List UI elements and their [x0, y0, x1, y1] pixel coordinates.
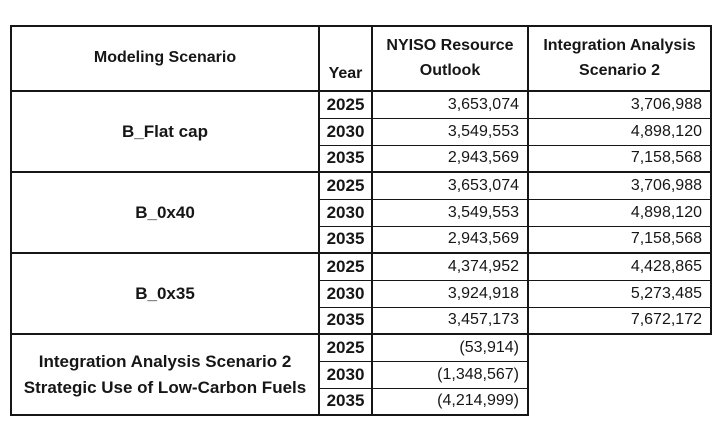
ia-scenario2-cell: 3,706,988	[527, 171, 712, 200]
year-cell: 2025	[318, 171, 373, 200]
year-cell: 2025	[318, 252, 373, 281]
table-row: B_Flat cap 2025 3,653,074 3,706,988	[10, 90, 712, 173]
year-cell: 2025	[318, 333, 373, 362]
ia-scenario2-cell: 7,158,568	[527, 225, 712, 254]
table-row: 2030 3,549,553 4,898,120	[11, 198, 712, 227]
header-row: Modeling Scenario Year NYISO Resource Ou…	[10, 25, 712, 92]
table-row: 2030 (1,348,567)	[11, 360, 711, 389]
header-nyiso-resource-outlook: NYISO Resource Outlook	[371, 25, 529, 92]
year-cell: 2035	[318, 387, 373, 416]
nyiso-outlook-cell: (53,914)	[371, 333, 529, 362]
year-cell: 2030	[318, 117, 373, 146]
nyiso-outlook-cell: 4,374,952	[371, 252, 529, 281]
table-row: 2035 3,457,173 7,672,172	[11, 306, 712, 335]
header-year: Year	[318, 25, 373, 92]
table-row: Integration Analysis Scenario 2 Strategi…	[10, 333, 711, 416]
year-cell: 2030	[318, 279, 373, 308]
scenario-cell-b-flat-cap: B_Flat cap	[10, 90, 320, 173]
table-row: 2030 3,924,918 5,273,485	[11, 279, 712, 308]
ia-scenario2-cell: 5,273,485	[527, 279, 712, 308]
year-cell: 2030	[318, 360, 373, 389]
ia-scenario2-cell: 4,898,120	[527, 117, 712, 146]
header-modeling-scenario: Modeling Scenario	[10, 25, 320, 92]
nyiso-outlook-cell: 3,653,074	[371, 90, 529, 119]
table-row: 2035 2,943,569 7,158,568	[11, 225, 712, 254]
nyiso-outlook-cell: (1,348,567)	[371, 360, 529, 389]
empty-cell	[528, 334, 711, 361]
table-row: B_0x40 2025 3,653,074 3,706,988	[10, 171, 712, 254]
year-cell: 2025	[318, 90, 373, 119]
table-row: 2030 3,549,553 4,898,120	[11, 117, 712, 146]
nyiso-outlook-cell: 2,943,569	[371, 225, 529, 254]
year-cell: 2035	[318, 306, 373, 335]
scenario-cell-b-0x40: B_0x40	[10, 171, 320, 254]
empty-cell	[528, 361, 711, 388]
ia-scenario2-cell: 7,672,172	[527, 306, 712, 335]
year-cell: 2030	[318, 198, 373, 227]
header-integration-analysis-scenario-2: Integration Analysis Scenario 2	[527, 25, 712, 92]
nyiso-outlook-cell: 3,549,553	[371, 117, 529, 146]
ia-scenario2-cell: 7,158,568	[527, 144, 712, 173]
table-row: B_0x35 2025 4,374,952 4,428,865	[10, 252, 712, 335]
empty-cell	[528, 388, 711, 415]
table-row: 2035 (4,214,999)	[11, 387, 711, 416]
nyiso-outlook-cell: 2,943,569	[371, 144, 529, 173]
nyiso-outlook-cell: (4,214,999)	[371, 387, 529, 416]
scenario-comparison-table-wrap: Modeling Scenario Year NYISO Resource Ou…	[10, 25, 712, 416]
ia-scenario2-cell: 4,898,120	[527, 198, 712, 227]
nyiso-outlook-cell: 3,457,173	[371, 306, 529, 335]
nyiso-outlook-cell: 3,924,918	[371, 279, 529, 308]
ia-scenario2-cell: 3,706,988	[527, 90, 712, 119]
nyiso-outlook-cell: 3,549,553	[371, 198, 529, 227]
scenario-cell-ia2-strategic-fuels: Integration Analysis Scenario 2 Strategi…	[10, 333, 320, 416]
year-cell: 2035	[318, 225, 373, 254]
scenario-comparison-table: Modeling Scenario Year NYISO Resource Ou…	[10, 25, 712, 416]
year-cell: 2035	[318, 144, 373, 173]
table-row: 2035 2,943,569 7,158,568	[11, 144, 712, 173]
scenario-cell-b-0x35: B_0x35	[10, 252, 320, 335]
nyiso-outlook-cell: 3,653,074	[371, 171, 529, 200]
ia-scenario2-cell: 4,428,865	[527, 252, 712, 281]
